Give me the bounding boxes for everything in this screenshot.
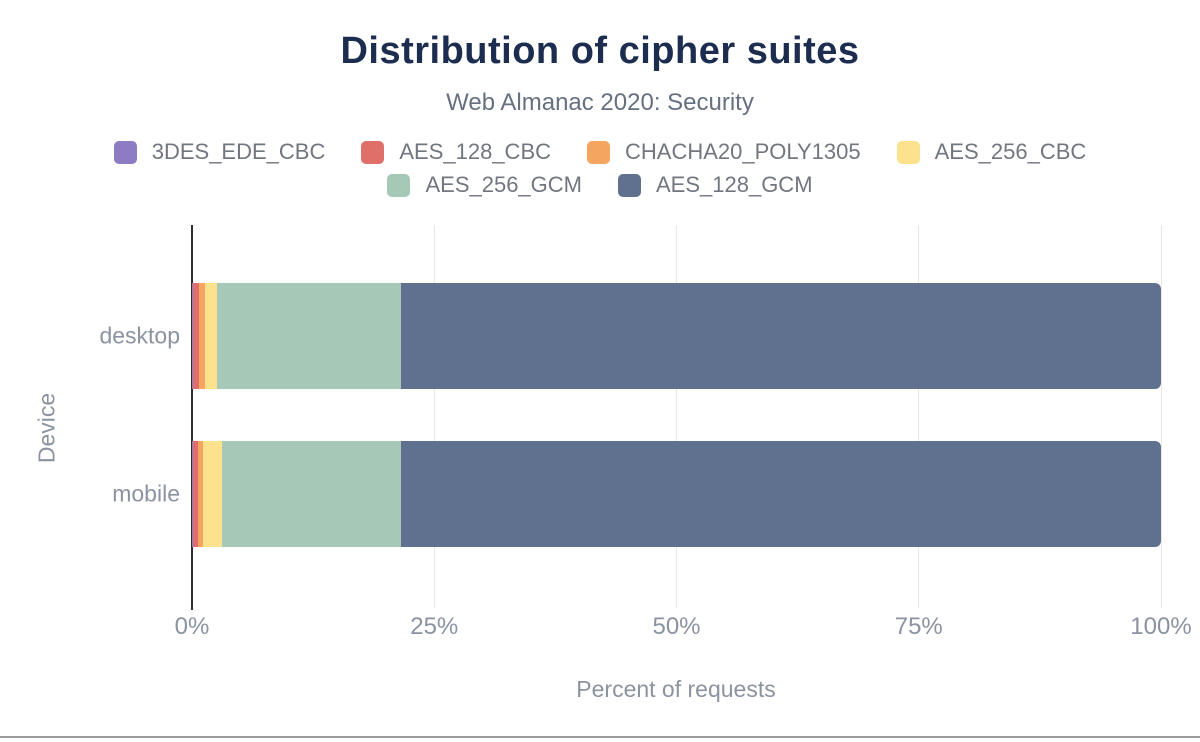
x-tick-label: 0% (174, 613, 210, 640)
x-tick-label: 50% (652, 613, 701, 640)
legend-swatch-icon (387, 173, 411, 197)
bar-segment-aes_256_cbc (204, 283, 218, 389)
legend-item: AES_128_GCM (618, 172, 813, 198)
bar-segment-aes_128_gcm (401, 283, 1161, 389)
x-tick-labels: 0% 25% 50% 75% 100% (175, 613, 1192, 643)
bar-segment-aes_128_cbc (192, 441, 198, 547)
y-axis-line (191, 225, 193, 610)
legend-swatch-icon (618, 173, 641, 197)
legend-label: AES_256_GCM (425, 172, 582, 197)
legend-swatch-icon (587, 140, 611, 164)
bar-segment-3des_ede_cbc (192, 441, 193, 547)
gridline (918, 225, 920, 608)
bar-segment-aes_256_gcm (217, 283, 402, 389)
legend: 3DES_EDE_CBC AES_128_CBC CHACHA20_POLY1305… (70, 139, 1130, 198)
bottom-border (0, 736, 1200, 738)
legend-item: AES_256_GCM (387, 172, 582, 198)
chart-subtitle: Web Almanac 2020: Security (446, 89, 754, 116)
legend-swatch-icon (361, 140, 385, 164)
bar-segment-aes_256_gcm (222, 441, 402, 547)
legend-label: AES_128_GCM (656, 172, 813, 197)
y-tick-label: mobile (112, 480, 180, 507)
gridline (1160, 225, 1162, 608)
x-axis-title: Percent of requests (576, 676, 776, 702)
bar-segment-chacha20_poly1305 (198, 283, 205, 389)
gridline (433, 225, 435, 608)
bar-mobile (192, 441, 1161, 547)
bar-segment-aes_256_cbc (202, 441, 223, 547)
bar-segment-aes_128_cbc (192, 283, 199, 389)
legend-item: AES_128_CBC (361, 139, 551, 165)
legend-label: 3DES_EDE_CBC (151, 139, 326, 164)
bar-segment-aes_128_gcm (401, 441, 1161, 547)
gridline (676, 225, 677, 608)
legend-label: AES_256_CBC (934, 139, 1087, 164)
x-tick-label: 25% (410, 613, 459, 640)
x-tick-label: 100% (1130, 613, 1192, 640)
legend-item: AES_256_CBC (896, 139, 1087, 165)
legend-label: CHACHA20_POLY1305 (625, 139, 861, 164)
bar-segment-chacha20_poly1305 (197, 441, 203, 547)
y-tick-label: desktop (99, 322, 180, 349)
legend-item: 3DES_EDE_CBC (113, 139, 326, 165)
legend-label: AES_128_CBC (399, 139, 552, 164)
bar-segment-3des_ede_cbc (192, 283, 193, 389)
bar-desktop (192, 283, 1161, 389)
x-tick-label: 75% (894, 613, 943, 640)
legend-swatch-icon (113, 140, 137, 164)
legend-item: CHACHA20_POLY1305 (587, 139, 861, 165)
legend-swatch-icon (896, 140, 920, 164)
chart-title: Distribution of cipher suites (340, 30, 860, 72)
y-axis-title: Device (33, 392, 60, 464)
plot-area (191, 225, 1162, 610)
